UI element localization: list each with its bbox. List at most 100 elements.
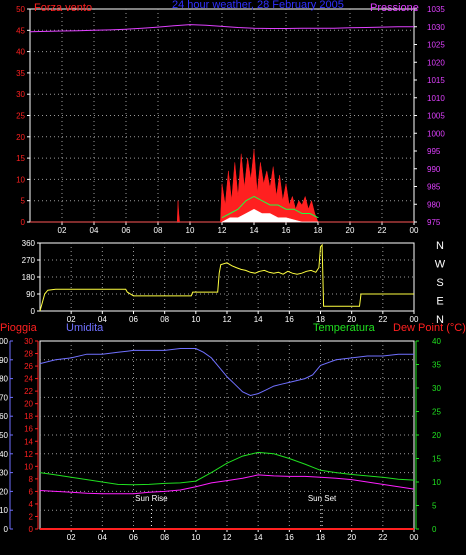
hour-tick-label: 00 — [410, 226, 419, 235]
compass-label: S — [436, 277, 443, 289]
pressure-axis-label: Pressione — [370, 2, 419, 14]
rain-tick-label: 28 — [24, 350, 33, 359]
pressure-tick-label: 1025 — [427, 41, 445, 50]
rain-tick-label: 12 — [24, 450, 33, 459]
hour-tick-label: 04 — [98, 315, 107, 324]
pressure-tick-label: 995 — [427, 147, 441, 156]
temp-tick-label: 20 — [432, 431, 441, 440]
humidity-tick-label: 50 — [0, 431, 9, 440]
hour-tick-label: 06 — [129, 315, 138, 324]
compass-label: N — [436, 314, 444, 326]
temp-tick-label: 5 — [432, 502, 437, 511]
hour-tick-label: 10 — [191, 533, 200, 542]
rain-tick-label: 0 — [29, 525, 34, 534]
panel3-annotations: Sun Rise Sun Set — [135, 494, 337, 529]
series-raffica — [30, 149, 414, 223]
hour-tick-label: 08 — [160, 533, 169, 542]
series-temperatura — [39, 451, 415, 486]
pressure-tick-label: 1015 — [427, 76, 445, 85]
pressure-tick-label: 1035 — [427, 5, 445, 14]
panel2-series — [39, 243, 414, 312]
hour-tick-label: 02 — [67, 315, 76, 324]
panel3-grid — [40, 341, 414, 529]
panel1-pressure-ticks: 975 980 985 990 995 1000 1005 1010 1015 1020 1025 1… — [414, 5, 445, 227]
series-vento-minimo — [221, 208, 318, 223]
humidity-tick-label: 100 — [0, 337, 9, 346]
hour-tick-label: 14 — [254, 533, 263, 542]
rain-tick-label: 30 — [24, 337, 33, 346]
rain-tick-label: 2 — [29, 512, 34, 521]
panel1-series — [29, 24, 414, 223]
hour-tick-label: 14 — [250, 226, 259, 235]
panel3-humidity-ticks: 0 10 20 30 40 50 60 70 80 90 100 — [0, 337, 13, 534]
rain-tick-label: 18 — [24, 412, 33, 421]
humidity-tick-label: 60 — [0, 412, 9, 421]
wind-tick-label: 40 — [16, 48, 25, 57]
rain-tick-label: 22 — [24, 387, 33, 396]
rain-tick-label: 4 — [29, 500, 34, 509]
rain-tick-label: 16 — [24, 425, 33, 434]
hour-tick-label: 02 — [67, 533, 76, 542]
panel3-series — [39, 348, 415, 530]
rain-axis-label: Pioggia — [0, 322, 38, 334]
hour-tick-label: 22 — [378, 226, 387, 235]
rain-tick-label: 20 — [24, 400, 33, 409]
pressure-tick-label: 980 — [427, 200, 441, 209]
humidity-tick-label: 30 — [0, 469, 9, 478]
rain-tick-label: 14 — [24, 437, 33, 446]
temp-tick-label: 10 — [432, 478, 441, 487]
hour-tick-label: 06 — [122, 226, 131, 235]
wind-pressure-panel: Forza vento 24 hour weather, 28 February… — [16, 0, 445, 235]
hour-tick-label: 20 — [346, 226, 355, 235]
pressure-tick-label: 1010 — [427, 94, 445, 103]
wind-tick-label: 45 — [16, 26, 25, 35]
humidity-tick-label: 20 — [0, 487, 9, 496]
pressure-tick-label: 990 — [427, 165, 441, 174]
hour-tick-label: 20 — [347, 315, 356, 324]
pressure-tick-label: 1030 — [427, 23, 445, 32]
hour-tick-label: 18 — [314, 226, 323, 235]
panel1-hour-ticks: 02 04 06 08 10 12 14 16 18 20 22 00 — [58, 222, 419, 235]
panel3-hour-ticks: 02 04 06 08 10 12 14 16 18 20 22 00 — [67, 529, 419, 542]
dewpoint-axis-label: Dew Point (°C) — [393, 322, 466, 334]
humidity-tick-label: 80 — [0, 375, 9, 384]
series-vento-medio — [221, 195, 319, 219]
rain-tick-label: 8 — [29, 475, 34, 484]
hour-tick-label: 12 — [223, 533, 232, 542]
panel3-temp-ticks: 0 5 10 15 20 25 30 35 40 — [415, 337, 441, 534]
temperature-axis-label: Temperatura — [313, 322, 376, 334]
hour-tick-label: 16 — [285, 315, 294, 324]
compass-label: E — [436, 296, 443, 308]
hour-tick-label: 08 — [160, 315, 169, 324]
temp-tick-label: 40 — [432, 337, 441, 346]
hour-tick-label: 20 — [347, 533, 356, 542]
hour-tick-label: 16 — [285, 533, 294, 542]
panel1-wind-ticks: 0 5 10 15 20 25 30 35 40 45 50 — [16, 5, 30, 227]
humidity-temp-panel: Pioggia Umidita Temperatura Dew Point (°… — [0, 322, 466, 542]
pressure-tick-label: 1020 — [427, 58, 445, 67]
hour-tick-label: 06 — [129, 533, 138, 542]
panel2-degree-ticks: 0 90 180 270 360 — [22, 239, 40, 316]
hour-tick-label: 10 — [191, 315, 200, 324]
chart-title: 24 hour weather, 28 February 2005 — [172, 0, 344, 11]
panel2-grid — [40, 243, 414, 311]
sun-marker-label: Sun Set — [308, 494, 337, 503]
wind-tick-label: 5 — [21, 197, 26, 206]
pressure-tick-label: 985 — [427, 183, 441, 192]
degree-tick-label: 90 — [26, 290, 35, 299]
degree-tick-label: 180 — [22, 273, 36, 282]
pressure-tick-label: 1000 — [427, 129, 445, 138]
series-umidita — [39, 348, 414, 397]
hour-tick-label: 12 — [218, 226, 227, 235]
wind-speed-axis-label: Forza vento — [34, 2, 92, 14]
hour-tick-label: 16 — [282, 226, 291, 235]
pressure-tick-label: 1005 — [427, 112, 445, 121]
hour-tick-label: 04 — [90, 226, 99, 235]
degree-tick-label: 360 — [22, 239, 36, 248]
wind-tick-label: 15 — [16, 154, 25, 163]
hour-tick-label: 18 — [316, 315, 325, 324]
temp-tick-label: 25 — [432, 408, 441, 417]
